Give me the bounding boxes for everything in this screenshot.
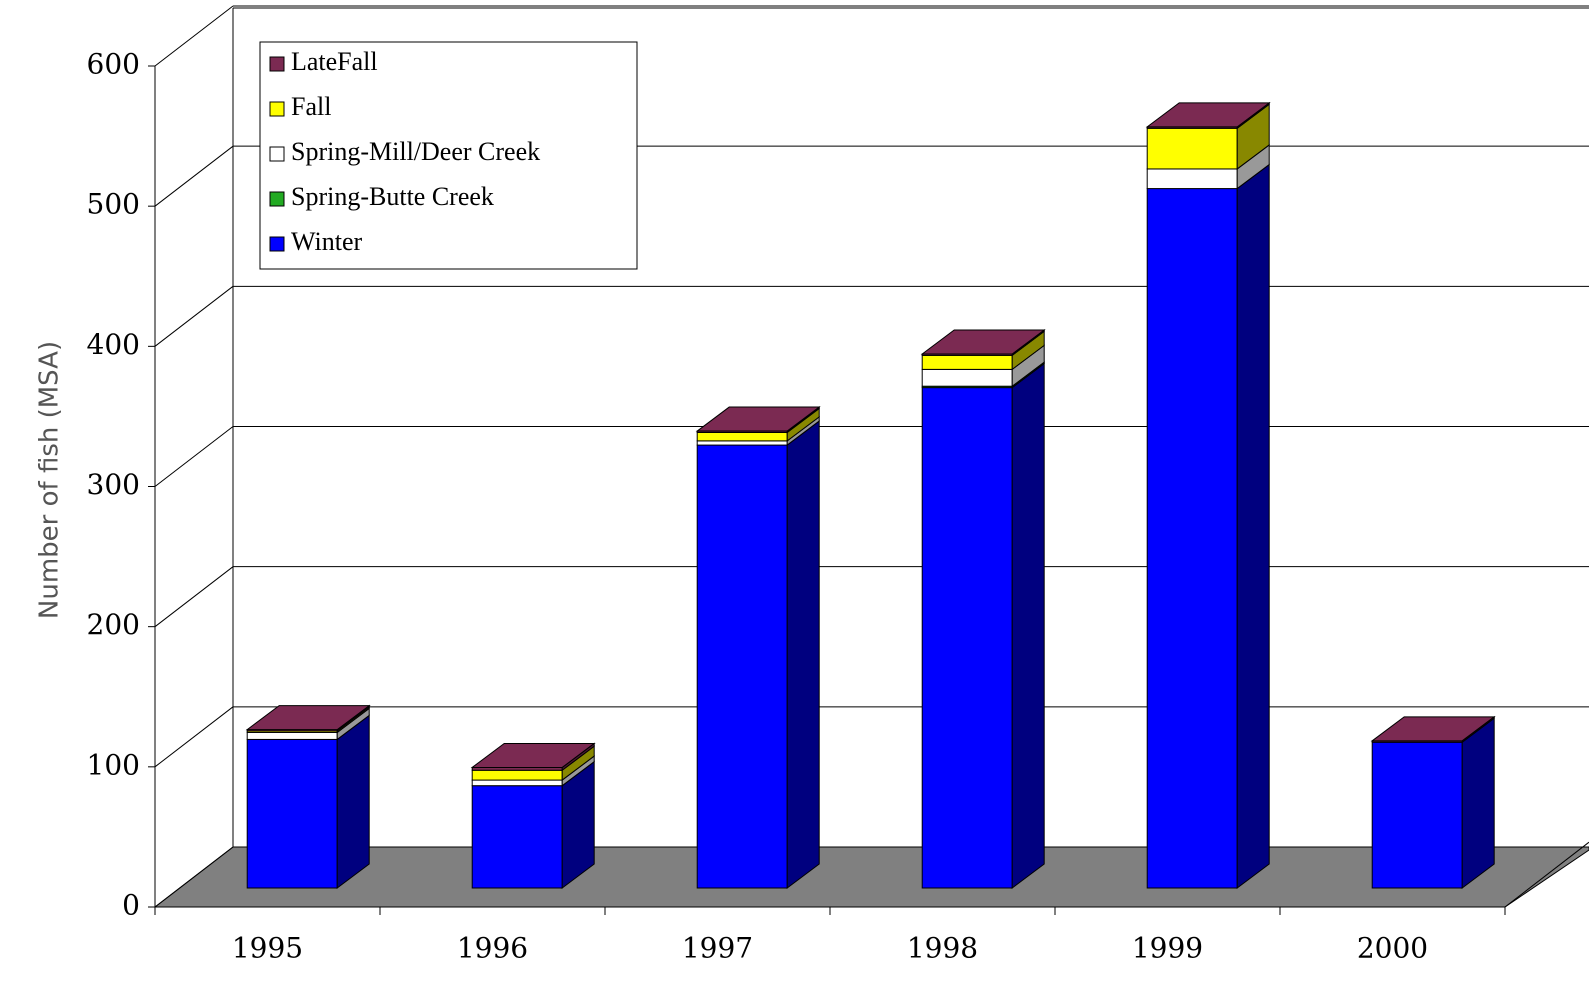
bar-segment	[1146, 168, 1238, 190]
legend-swatch	[269, 56, 285, 72]
bar-segment	[921, 387, 1013, 889]
bar-top	[470, 742, 596, 768]
x-tick-label: 2000	[1357, 932, 1428, 965]
grid-line-side	[154, 5, 234, 67]
y-tick-label: 0	[122, 889, 140, 922]
x-tick-label: 1999	[1132, 932, 1203, 965]
x-tick-label: 1996	[457, 932, 528, 965]
x-tick-label: 1998	[907, 932, 978, 965]
grid-line-side	[154, 566, 234, 628]
bar-segment-side	[336, 714, 370, 889]
bar-segment	[246, 738, 338, 889]
bar-segment	[1146, 188, 1238, 889]
legend-label: Fall	[291, 92, 331, 121]
bar-top	[245, 705, 371, 731]
legend-label: Winter	[291, 227, 362, 256]
bar-segment	[471, 785, 563, 889]
bar-segment	[696, 431, 788, 442]
bar-top	[1370, 716, 1496, 742]
grid-line-side	[154, 285, 234, 347]
bar-segment	[921, 354, 1013, 370]
legend-swatch	[269, 191, 285, 207]
bar-segment	[1146, 127, 1238, 170]
legend-label: Spring-Butte Creek	[291, 182, 494, 211]
bar-segment-side	[1011, 362, 1045, 890]
x-axis-depth	[1504, 841, 1589, 908]
legend-label: Spring-Mill/Deer Creek	[291, 137, 540, 166]
bar-segment	[471, 779, 563, 787]
legend-swatch	[269, 101, 285, 117]
legend-swatch	[269, 236, 285, 252]
y-axis-label: Number of fish (MSA)	[35, 341, 65, 619]
bar-segment	[471, 769, 563, 781]
y-tick-label: 500	[87, 188, 140, 221]
bar-top	[920, 329, 1046, 355]
legend-box	[259, 41, 638, 270]
x-tick-label: 1997	[682, 932, 753, 965]
bar-segment-side	[1461, 717, 1495, 889]
y-tick-label: 100	[87, 748, 140, 781]
grid-line-side	[154, 846, 234, 908]
grid-line-side	[154, 426, 234, 487]
bar-segment	[696, 444, 788, 889]
bar-top	[695, 406, 821, 432]
y-tick-label: 200	[87, 608, 140, 641]
bar-segment	[696, 440, 788, 446]
bar-segment	[921, 368, 1013, 387]
grid-line-side	[154, 706, 234, 768]
x-tick-label: 1995	[232, 932, 303, 965]
grid-line-side	[154, 145, 234, 207]
bar-segment-side	[786, 420, 820, 889]
bar-segment	[1371, 741, 1463, 889]
bar-segment-side	[1236, 163, 1270, 889]
legend-swatch	[269, 146, 285, 162]
y-tick-label: 400	[87, 328, 140, 361]
legend-label: LateFall	[291, 47, 378, 76]
bar-segment	[246, 731, 338, 740]
y-tick-label: 300	[87, 468, 140, 501]
y-tick-label: 600	[87, 48, 140, 81]
bar-top	[1145, 102, 1271, 128]
